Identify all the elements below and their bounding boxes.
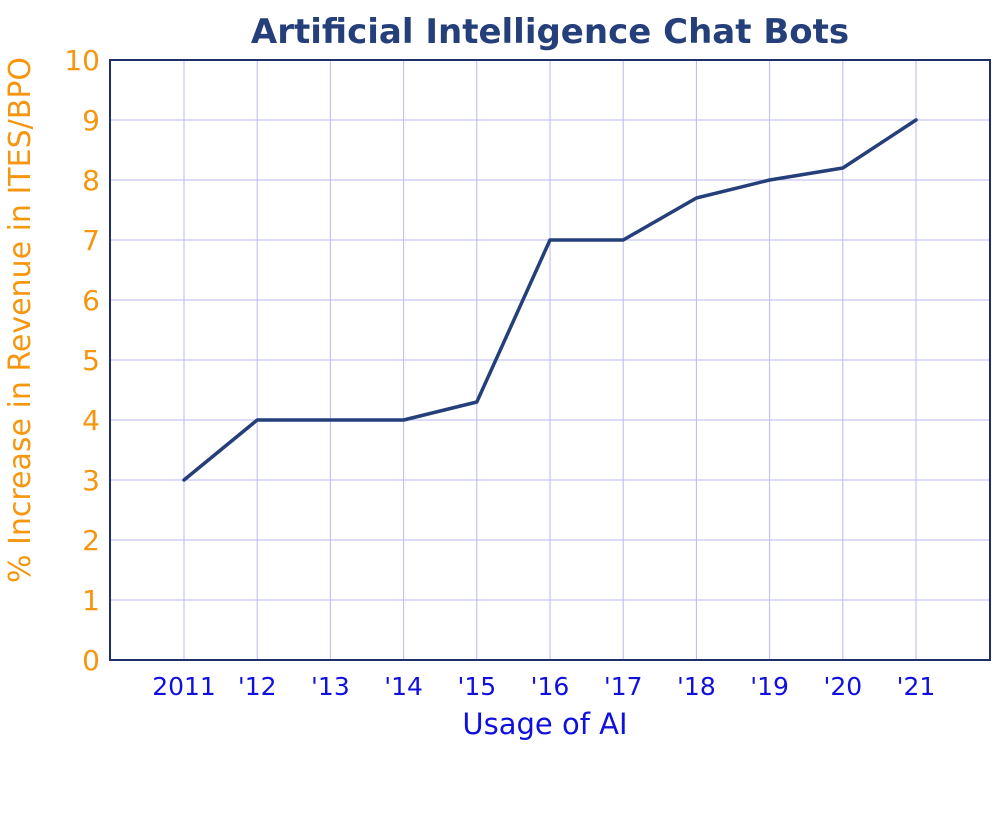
y-axis-label: % Increase in Revenue in ITES/BPO	[3, 57, 38, 583]
x-tick-label: '16	[531, 672, 570, 701]
y-tick-label: 1	[82, 584, 100, 617]
y-tick-label: 7	[82, 224, 100, 257]
series-line	[182, 118, 918, 482]
y-axis-tick-labels: 0 1 2 3 4 5 6 7 8 9 10	[64, 44, 100, 677]
y-tick-label: 10	[64, 44, 100, 77]
x-tick-label: '18	[677, 672, 716, 701]
x-tick-label: '15	[457, 672, 496, 701]
chart-title: Artificial Intelligence Chat Bots	[251, 12, 849, 52]
x-axis-label: Usage of AI	[462, 707, 627, 741]
y-tick-label: 6	[82, 284, 100, 317]
y-tick-label: 4	[82, 404, 100, 437]
y-tick-label: 8	[82, 164, 100, 197]
y-tick-label: 3	[82, 464, 100, 497]
x-tick-label: '14	[384, 672, 423, 701]
x-tick-label: '21	[897, 672, 936, 701]
x-tick-label: 2011	[152, 672, 216, 701]
x-tick-label: '19	[750, 672, 789, 701]
x-tick-label: '20	[823, 672, 862, 701]
y-tick-label: 5	[82, 344, 100, 377]
x-tick-label: '13	[311, 672, 350, 701]
y-tick-label: 9	[82, 104, 100, 137]
plot-area-frame	[109, 59, 991, 661]
grid-lines	[110, 59, 990, 661]
y-tick-label: 2	[82, 524, 100, 557]
x-tick-label: '12	[238, 672, 277, 701]
x-axis-tick-labels: 2011 '12 '13 '14 '15 '16 '17 '18 '19 '20 '21	[152, 672, 935, 701]
y-tick-label: 0	[82, 644, 100, 677]
x-tick-label: '17	[604, 672, 643, 701]
